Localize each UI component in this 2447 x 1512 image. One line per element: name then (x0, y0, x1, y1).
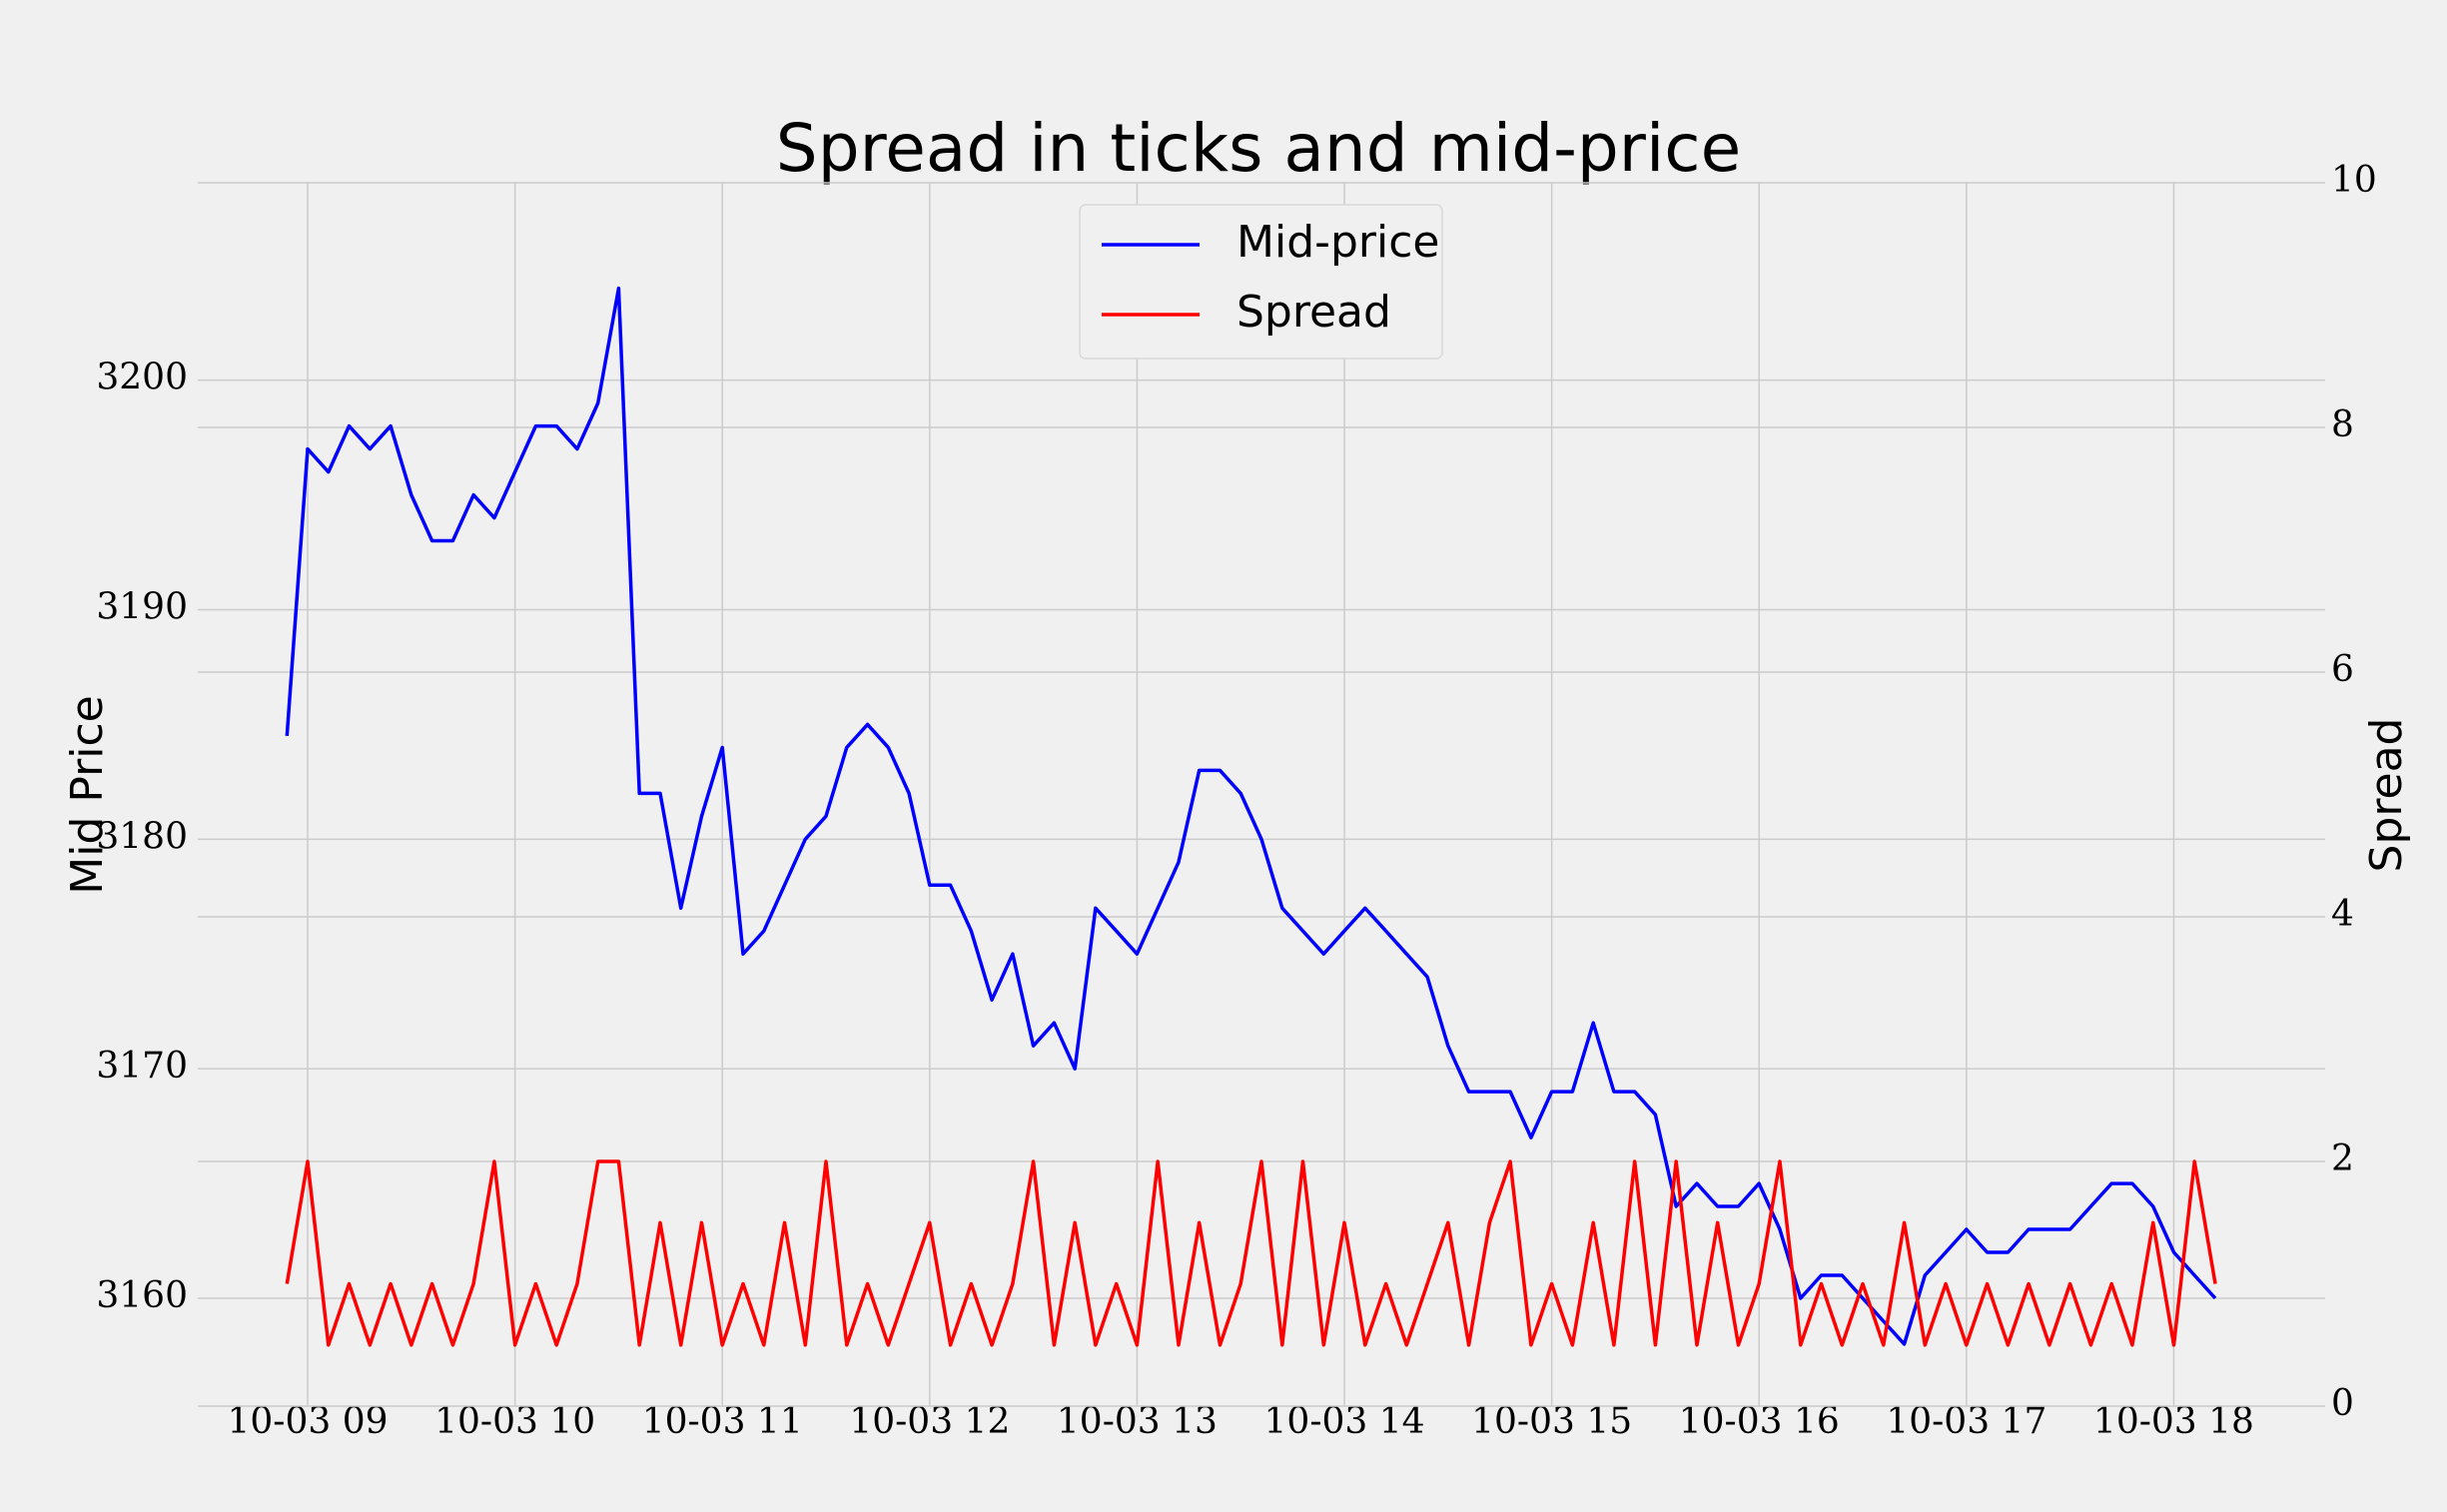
x-tick-label: 10-03 15 (1471, 1401, 1632, 1442)
y2-tick-label: 4 (2331, 894, 2354, 935)
y-axis-label: Mid Price (62, 695, 113, 894)
y2-tick-label: 6 (2331, 649, 2354, 690)
legend-label: Spread (1236, 287, 1391, 338)
y-tick-label: 3160 (96, 1275, 188, 1316)
legend-label: Mid-price (1236, 217, 1440, 268)
y2-tick-label: 0 (2331, 1383, 2354, 1424)
x-tick-label: 10-03 09 (228, 1401, 389, 1442)
x-tick-label: 10-03 13 (1057, 1401, 1218, 1442)
series-line (285, 286, 2217, 1346)
y2-tick-label: 10 (2331, 160, 2377, 201)
x-tick-label: 10-03 10 (434, 1401, 595, 1442)
x-tick-label: 10-03 11 (642, 1401, 803, 1442)
x-tick-label: 10-03 14 (1264, 1401, 1425, 1442)
x-tick-label: 10-03 18 (2093, 1401, 2254, 1442)
y-tick-label: 3200 (96, 358, 188, 398)
y2-tick-label: 8 (2331, 404, 2354, 445)
y2-axis-label: Spread (2361, 718, 2412, 873)
x-tick-label: 10-03 16 (1679, 1401, 1840, 1442)
chart-title: Spread in ticks and mid-price (776, 110, 1741, 187)
series-line (285, 1159, 2217, 1347)
x-tick-label: 10-03 17 (1886, 1401, 2046, 1442)
y2-tick-label: 2 (2331, 1138, 2354, 1179)
y-tick-label: 3180 (96, 816, 188, 857)
y-tick-label: 3170 (96, 1046, 188, 1087)
x-tick-label: 10-03 12 (849, 1401, 1010, 1442)
y-tick-label: 3190 (96, 586, 188, 627)
